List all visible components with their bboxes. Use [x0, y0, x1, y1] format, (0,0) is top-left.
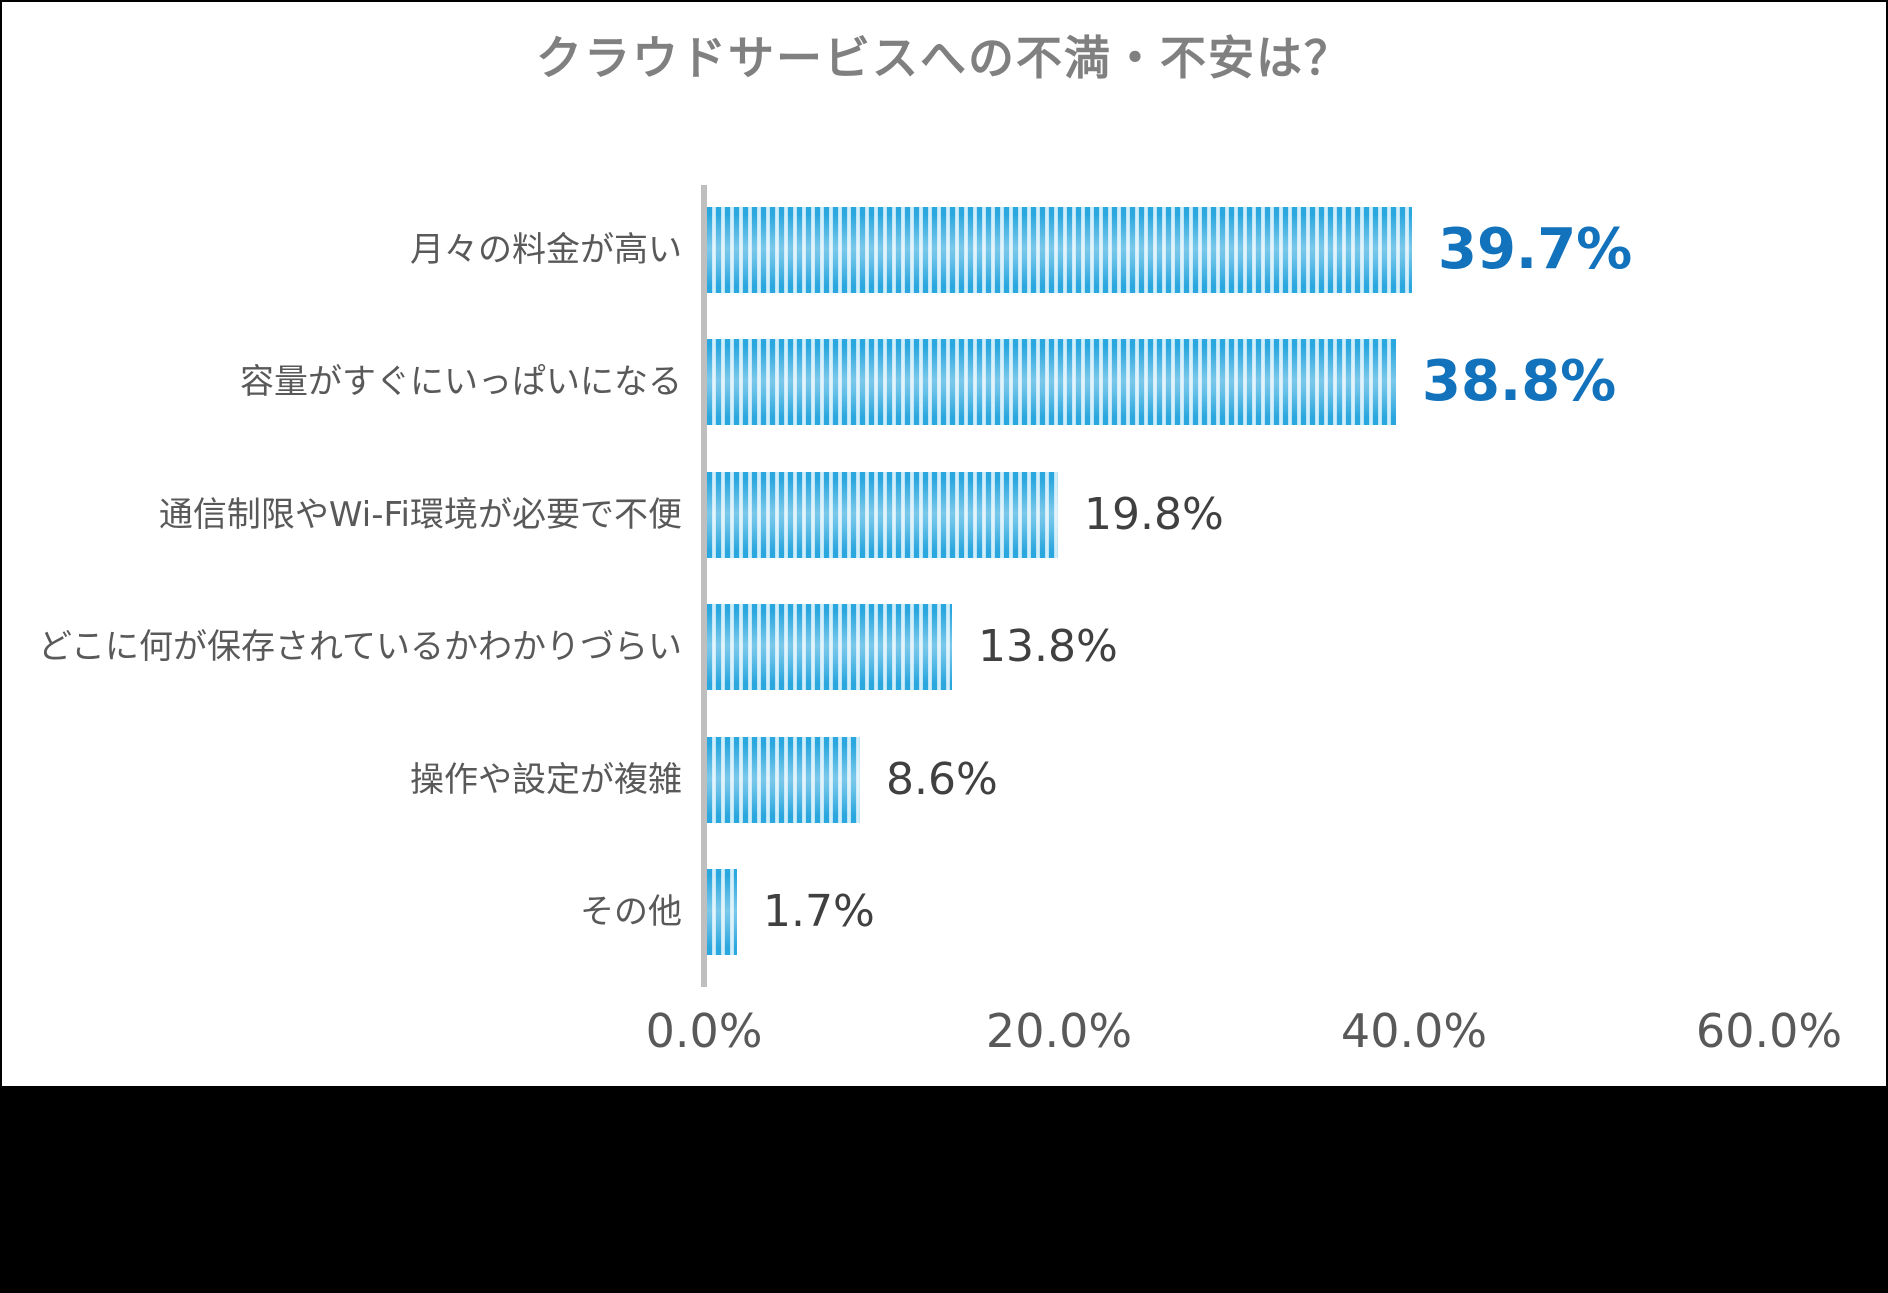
- x-tick-label: 20.0%: [985, 1004, 1133, 1058]
- value-label: 38.8%: [1422, 349, 1617, 414]
- chart-panel: クラウドサービスへの不満・不安は？ 月々の料金が高い 39.7% 容量がすぐにいっぱ…: [0, 0, 1888, 1088]
- value-label: 19.8%: [1084, 489, 1224, 540]
- plot-area: 月々の料金が高い 39.7% 容量がすぐにいっぱいになる 38.8% 通信制限やWi-F…: [2, 2, 1886, 1086]
- bar: [707, 207, 1412, 293]
- bar: [707, 472, 1058, 558]
- bar: [707, 604, 952, 690]
- category-label: その他: [580, 892, 682, 932]
- y-axis-line: [701, 185, 707, 987]
- x-tick-label: 60.0%: [1695, 1004, 1843, 1058]
- value-label: 13.8%: [978, 621, 1118, 672]
- category-label: どこに何が保存されているかわかりづらい: [38, 627, 682, 667]
- category-label: 月々の料金が高い: [410, 230, 682, 270]
- bar: [707, 737, 860, 823]
- bar: [707, 339, 1396, 425]
- value-label: 1.7%: [763, 886, 875, 937]
- x-tick-label: 0.0%: [645, 1004, 763, 1058]
- category-label: 容量がすぐにいっぱいになる: [240, 362, 682, 402]
- value-label: 39.7%: [1438, 217, 1633, 282]
- value-label: 8.6%: [886, 754, 998, 805]
- bar: [707, 869, 737, 955]
- chart-title: クラウドサービスへの不満・不安は？: [536, 31, 1352, 85]
- x-tick-label: 40.0%: [1340, 1004, 1488, 1058]
- category-label: 操作や設定が複雑: [410, 760, 682, 800]
- black-bottom-band: [0, 1088, 1888, 1293]
- category-label: 通信制限やWi-Fi環境が必要で不便: [158, 495, 682, 535]
